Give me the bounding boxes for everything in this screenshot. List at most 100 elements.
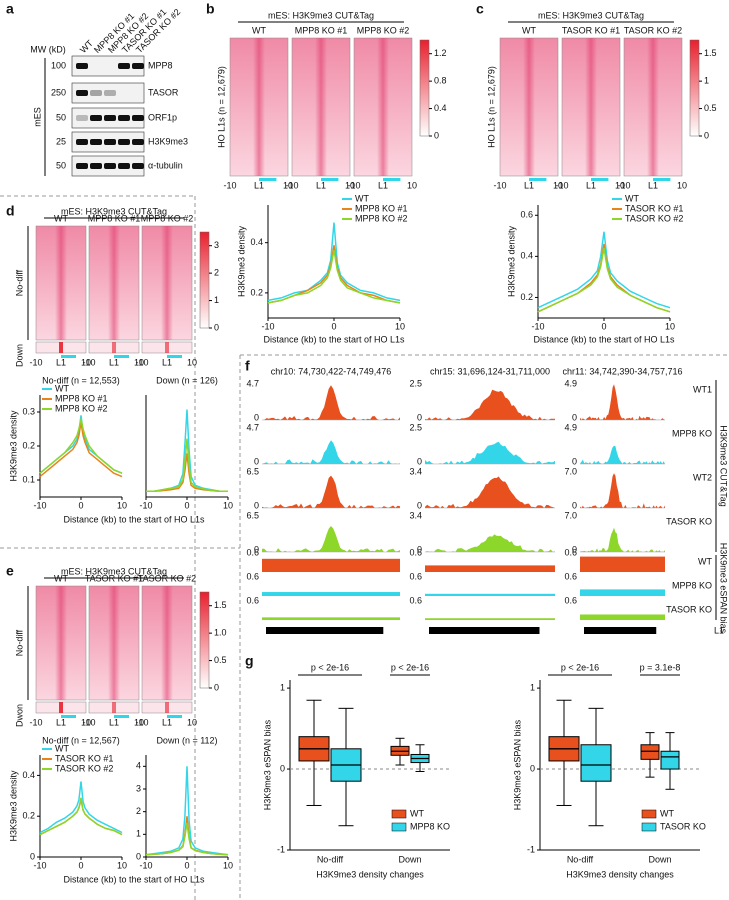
x-tick-label: Down	[398, 854, 421, 864]
colorbar-label: 0.5	[704, 103, 717, 113]
plot-title: Down (n = 112)	[156, 735, 217, 745]
colorbar	[199, 231, 210, 329]
x-tick-label: -10	[139, 500, 152, 510]
column-tick: -10	[82, 357, 95, 367]
track-label: WT1	[693, 384, 712, 394]
y-tick-label: 0.4	[22, 770, 35, 780]
l1-bar	[653, 178, 671, 181]
y-tick-label: 0	[530, 763, 535, 773]
panel-label: c	[476, 1, 484, 17]
heatmap-center	[108, 226, 120, 340]
legend-label: TASOR KO #2	[625, 213, 683, 223]
band	[132, 115, 144, 121]
colorbar-label: 2	[214, 268, 219, 278]
colorbar	[419, 39, 430, 137]
heatmap-down-center	[112, 342, 116, 353]
column-tick: -10	[555, 180, 568, 190]
track-zero: 0	[254, 500, 259, 510]
protein-label: MPP8	[148, 60, 173, 70]
legend-label: MPP8 KO #2	[355, 213, 408, 223]
legend-label: TASOR KO #1	[55, 753, 113, 763]
x-tick-label: 10	[117, 860, 127, 870]
espan-track	[262, 592, 400, 596]
column-tick: -10	[285, 180, 298, 190]
heatmap-center	[523, 38, 535, 176]
l1-bar	[167, 715, 182, 718]
coverage-track	[425, 534, 555, 552]
band	[132, 139, 144, 145]
colorbar-label: 0	[214, 682, 219, 692]
profile-line	[146, 409, 228, 492]
row-label: HO L1s (n = 12,679)	[486, 66, 496, 148]
colorbar-label: 0	[214, 322, 219, 332]
heatmap-title: mES: H3K9me3 CUT&Tag	[61, 566, 167, 576]
y-tick-label: 0	[280, 763, 285, 773]
column-label: WT	[54, 573, 68, 583]
l1-bar	[259, 178, 277, 181]
band	[104, 163, 116, 169]
espan-scale: 0.6	[564, 595, 577, 605]
legend-label: MPP8 KO #1	[55, 393, 108, 403]
colorbar-label: 0	[434, 130, 439, 140]
heatmap-down-center	[165, 702, 169, 713]
colorbar-label: 1.2	[434, 48, 447, 58]
mw-label: 100	[51, 60, 66, 70]
locus-title: chr10: 74,730,422-74,749,476	[271, 366, 392, 376]
y-axis-label: H3K9me3 density	[506, 225, 516, 297]
track-scale: 4.7	[246, 422, 259, 432]
colorbar	[199, 591, 210, 689]
x-tick-label: 0	[78, 500, 83, 510]
legend-label: TASOR KO	[660, 821, 706, 831]
track-zero: 0	[417, 456, 422, 466]
y-tick-label: 0.2	[520, 292, 533, 302]
y-tick-label: 0.6	[520, 210, 533, 220]
coverage-track	[580, 445, 665, 464]
band	[90, 163, 102, 169]
x-axis-label: H3K9me3 density changes	[566, 869, 674, 879]
column-label: MPP8 KO #1	[88, 213, 141, 223]
coverage-track	[425, 476, 555, 508]
colorbar-label: 0	[704, 130, 709, 140]
box	[640, 744, 660, 760]
panel-label: g	[245, 653, 254, 669]
coverage-track	[262, 440, 400, 464]
column-tick: L1	[162, 357, 172, 367]
y-axis-label: H3K9me3 density	[236, 225, 246, 297]
track-label: TASOR KO	[666, 516, 712, 526]
track-scale: 4.7	[246, 378, 259, 388]
profile-line	[39, 797, 123, 836]
profile-line	[267, 245, 401, 304]
profile-line	[537, 231, 671, 309]
y-tick-label: 3	[136, 783, 141, 793]
l1-bar	[529, 178, 547, 181]
band	[118, 139, 130, 145]
legend-label: TASOR KO #2	[55, 763, 113, 773]
heatmap-center	[55, 586, 67, 700]
row-label: HO L1s (n = 12,679)	[216, 66, 226, 148]
legend-label: WT	[625, 193, 639, 203]
panel-label: b	[206, 1, 215, 17]
row-label: Down	[14, 344, 24, 367]
band	[104, 90, 116, 96]
band	[104, 115, 116, 121]
side-label: H3K9me3 eSPAN bias	[719, 543, 729, 634]
x-tick-label: 0	[78, 860, 83, 870]
heatmap-center	[315, 38, 327, 176]
heatmap-center	[253, 38, 265, 176]
l1-bar	[61, 715, 76, 718]
column-tick: -10	[135, 357, 148, 367]
mw-label: 50	[56, 160, 66, 170]
y-tick-label: -1	[277, 844, 285, 854]
colorbar-label: 1	[214, 295, 219, 305]
x-axis-label: H3K9me3 density changes	[316, 869, 424, 879]
heatmap-center	[161, 586, 173, 700]
y-tick-label: 0.3	[22, 406, 35, 416]
column-label: MPP8 KO #1	[295, 25, 348, 35]
column-tick: L1	[254, 180, 264, 190]
band	[76, 63, 88, 69]
colorbar-label: 1.5	[214, 600, 227, 610]
legend-label: WT	[55, 743, 69, 753]
y-tick-label: 0.2	[22, 440, 35, 450]
side-label: H3K9me3 CUT&Tag	[719, 425, 729, 507]
heatmap-down-center	[59, 702, 63, 713]
